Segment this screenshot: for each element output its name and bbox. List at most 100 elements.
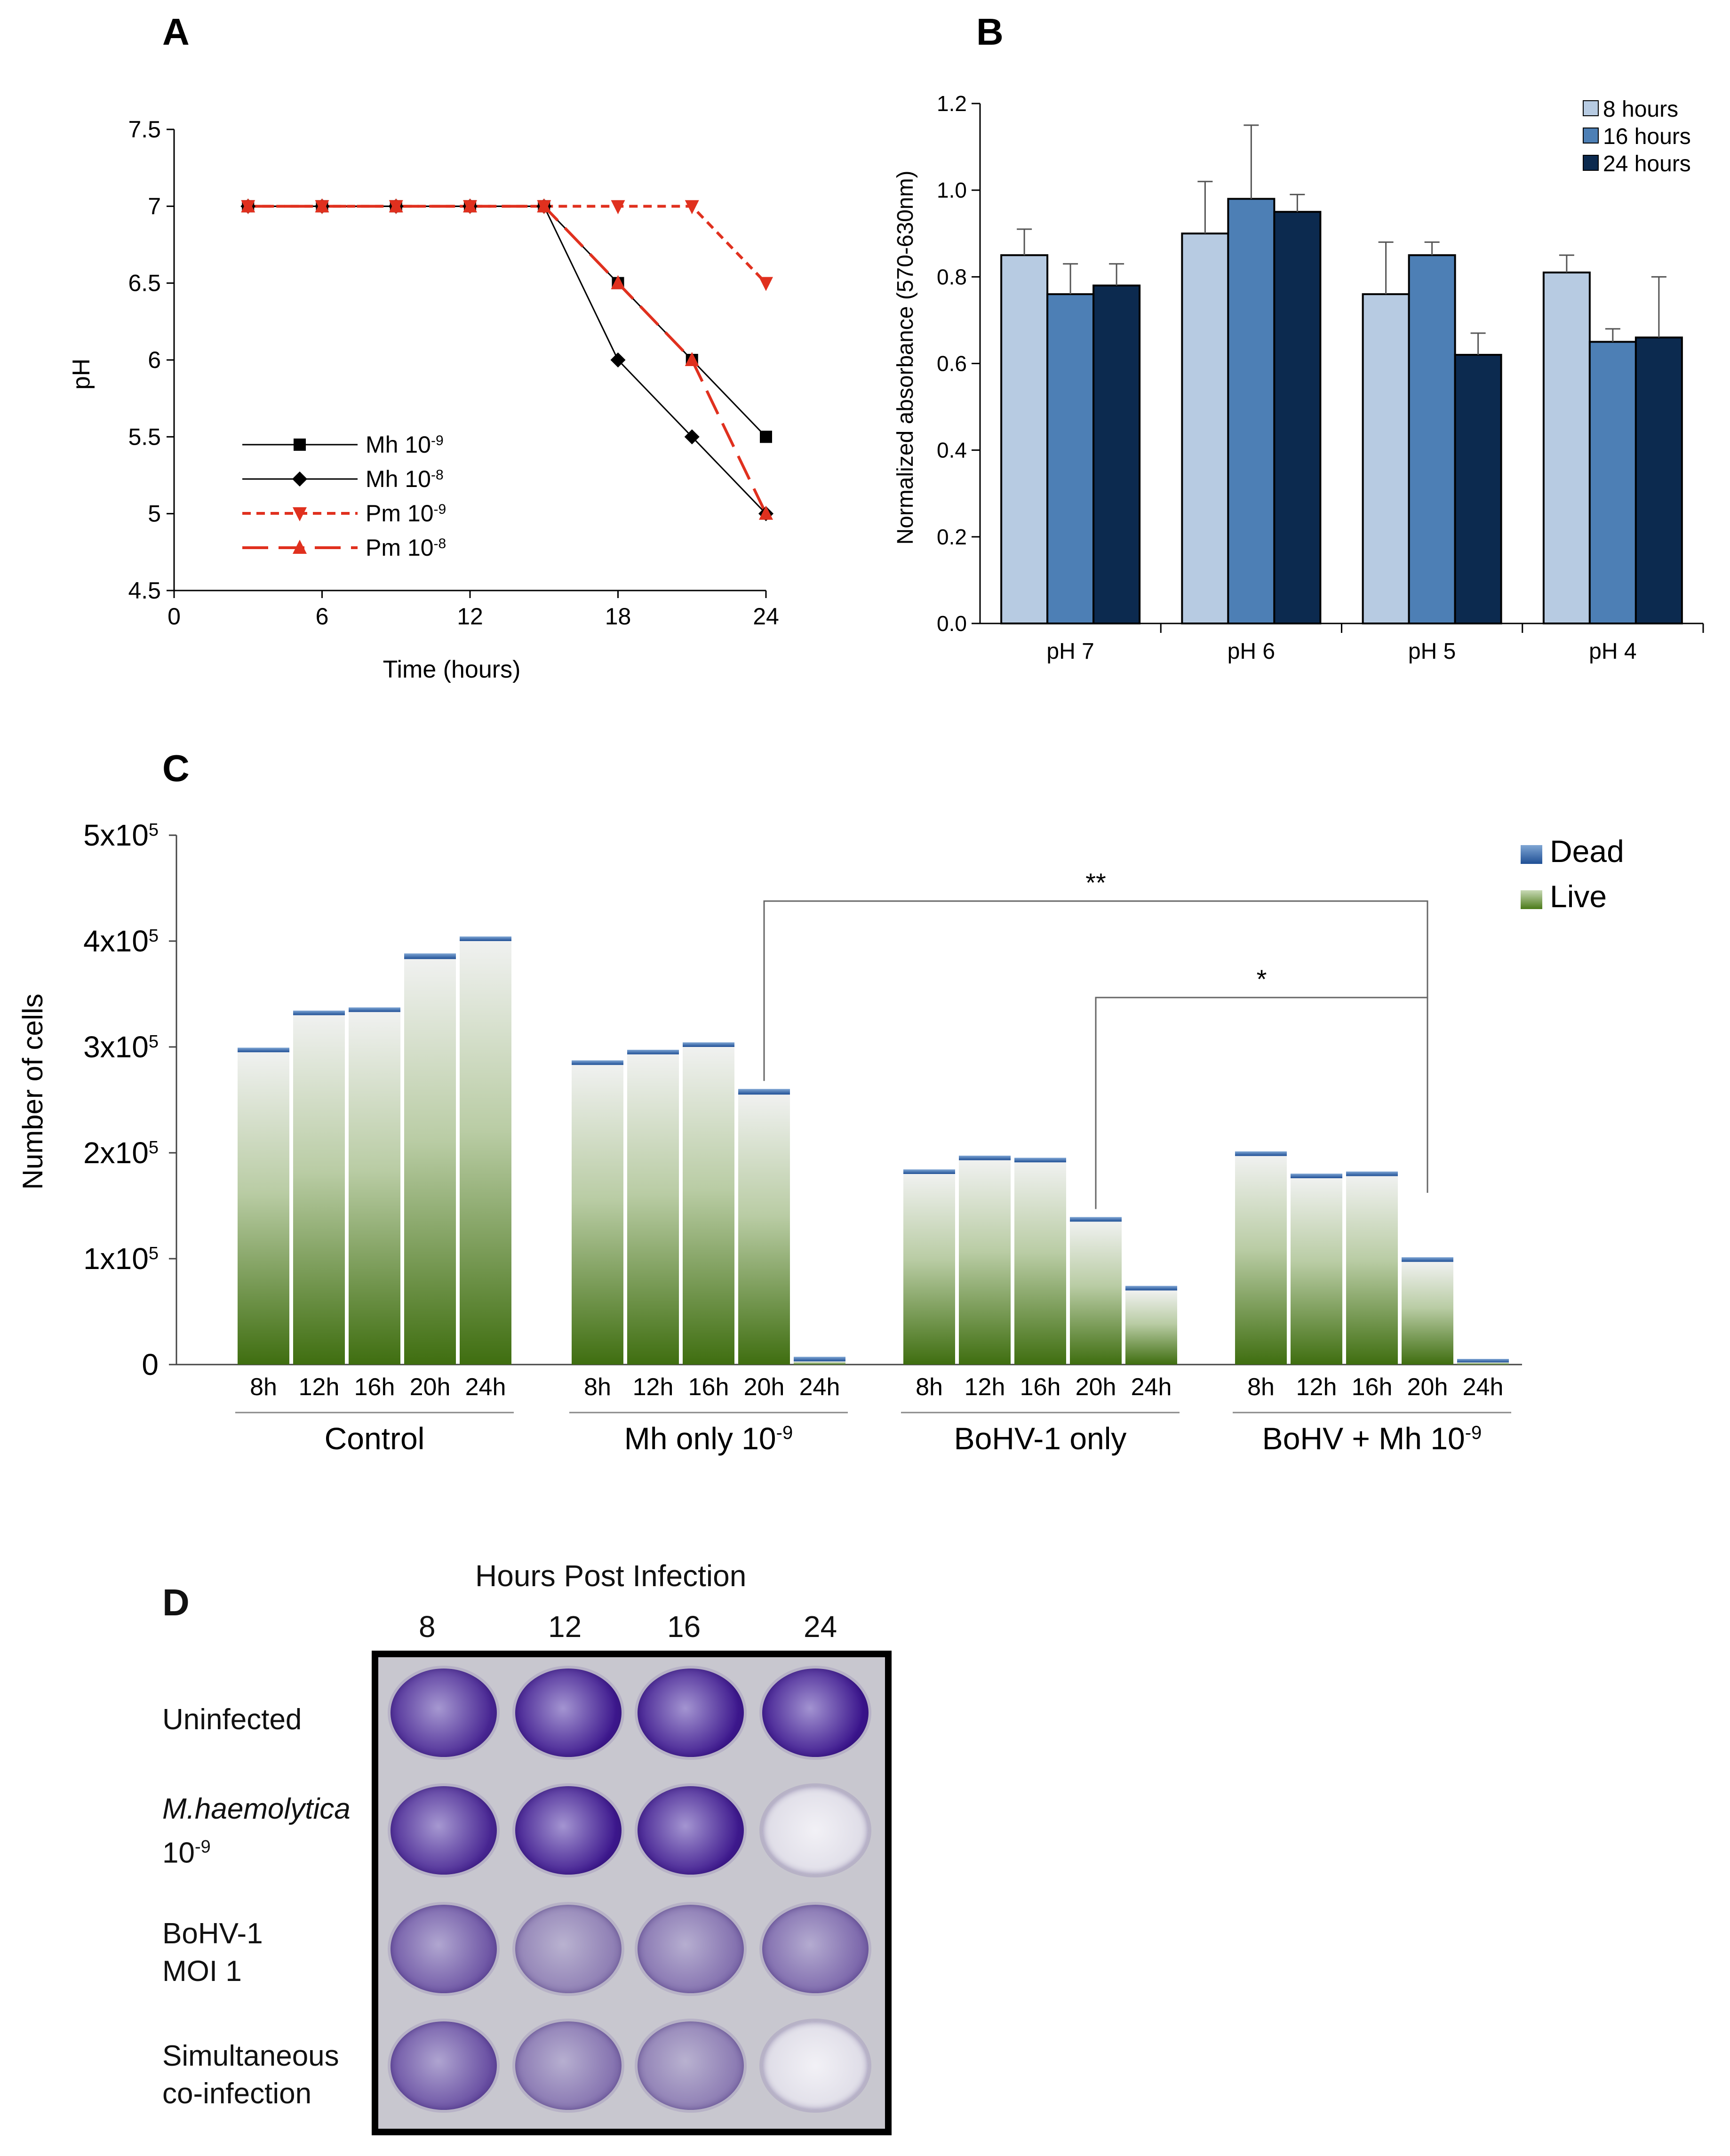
c-bar-live: [238, 1052, 289, 1365]
panel-a-xlabel: Time (hours): [383, 656, 521, 683]
panel-a-legend: Mh 10-9 Mh 10-8 Pm 10-9 Pm 10-8: [242, 431, 446, 561]
c-bar-dead: [738, 1089, 790, 1095]
panel-a-plot: [240, 198, 773, 521]
culture-well: [635, 1666, 747, 1760]
c-time-label: 16h: [1020, 1373, 1061, 1401]
c-bar-live: [1235, 1156, 1287, 1365]
b-bar: [1092, 284, 1141, 624]
a-legend-marker-0: [294, 439, 306, 451]
c-bar-live: [794, 1361, 845, 1365]
row-label: M.haemolytica: [162, 1793, 351, 1825]
a-y-tick-label: 7: [148, 193, 161, 219]
c-time-label: 24h: [1463, 1373, 1504, 1401]
c-bar-dead: [903, 1169, 955, 1174]
c-bar-dead: [460, 936, 511, 941]
c-bar-live: [1291, 1178, 1342, 1365]
panel-d: D Hours Post Infection 8 12 16 24 Uninfecte…: [0, 1534, 941, 2156]
c-bar-live: [903, 1174, 955, 1365]
culture-well: [635, 1902, 747, 1996]
panel-c-ylabel: Number of cells: [17, 994, 48, 1190]
culture-well: [388, 2019, 500, 2113]
a-y-tick-label: 5: [148, 501, 161, 527]
c-group-label: BoHV + Mh 10-9: [1262, 1421, 1482, 1456]
c-bar-dead: [959, 1156, 1011, 1160]
c-time-label: 12h: [965, 1373, 1005, 1401]
c-bar-dead: [627, 1050, 679, 1054]
a-y-tick-label: 6.5: [128, 270, 161, 296]
c-bar-dead: [238, 1047, 289, 1053]
row-label-line2: MOI 1: [162, 1955, 242, 1988]
c-bar-live: [627, 1054, 679, 1365]
panel-c-axes: 5x105 4x105 3x105 2x105 1x105 0: [83, 818, 1522, 1381]
c-bar-dead: [1070, 1217, 1122, 1222]
c-bar-live: [1125, 1290, 1177, 1365]
b-y-tick-label: 0.6: [937, 351, 967, 376]
b-y-tick-label: 0.2: [937, 525, 967, 549]
panel-b-plot: [1000, 124, 1683, 625]
c-bar-dead: [349, 1007, 400, 1012]
c-bar-dead: [572, 1060, 623, 1065]
c-time-label: 12h: [633, 1373, 674, 1401]
b-category-label: pH 4: [1589, 639, 1636, 664]
c-bar-live: [1014, 1162, 1066, 1365]
a-x-tick-label: 0: [167, 603, 181, 630]
b-bar: [1362, 293, 1410, 624]
c-bar-dead: [1235, 1151, 1287, 1156]
b-legend-swatch-1: [1583, 128, 1599, 144]
c-y-tick-label: 1x105: [83, 1242, 159, 1276]
c-time-label: 8h: [584, 1373, 611, 1401]
b-y-tick-label: 0.8: [937, 264, 967, 289]
b-bar: [1588, 341, 1637, 624]
c-legend-swatch-live: [1521, 890, 1542, 909]
a-point-s3: [611, 275, 625, 289]
a-y-tick-label: 4.5: [128, 577, 161, 604]
row-label: BoHV-1: [162, 1917, 263, 1950]
b-legend-label-0: 8 hours: [1603, 97, 1678, 122]
c-bar-dead: [1014, 1158, 1066, 1163]
a-legend-label-2: Pm 10-9: [366, 500, 446, 527]
c-bar-dead: [683, 1042, 734, 1047]
b-bar: [1000, 254, 1049, 624]
culture-well: [512, 2019, 624, 2113]
panel-c-plot: [238, 936, 1509, 1365]
b-y-tick-label: 1.0: [937, 178, 967, 202]
panel-b-chart: B 1.21.00.80.60.40.20.0pH 7 pH 6 pH 5 pH 4 …: [893, 11, 1704, 664]
c-group-label: BoHV-1 only: [954, 1421, 1127, 1456]
c-y-tick-label: 5x105: [83, 818, 159, 852]
culture-well: [759, 2019, 871, 2113]
panel-c-legend: Dead Live: [1521, 834, 1624, 914]
a-legend-marker-3: [293, 540, 307, 554]
c-time-label: 24h: [465, 1373, 506, 1401]
b-legend-label-2: 24 hours: [1603, 152, 1691, 176]
c-bar-live: [959, 1160, 1011, 1365]
panel-c-significance: ***: [763, 868, 1428, 1209]
a-legend-marker-2: [293, 507, 307, 521]
a-point-s2: [685, 200, 699, 215]
hour-label: 12: [548, 1610, 582, 1644]
row-label-line2: 10-9: [162, 1837, 211, 1869]
c-bar-live: [1346, 1176, 1398, 1365]
a-series-line-3: [248, 205, 767, 514]
a-point-s0: [760, 431, 772, 443]
c-bar-dead: [1125, 1286, 1177, 1291]
c-bar-live: [460, 941, 511, 1365]
c-time-label: 20h: [744, 1373, 785, 1401]
culture-well: [635, 1783, 747, 1877]
b-category-label: pH 6: [1228, 639, 1275, 664]
hour-label: 24: [804, 1610, 837, 1644]
panel-a-letter: A: [162, 11, 190, 53]
culture-well: [388, 1783, 500, 1877]
panel-c-letter: C: [162, 747, 190, 789]
culture-well: [512, 1666, 624, 1760]
row-label: Uninfected: [162, 1703, 302, 1736]
culture-well: [759, 1666, 871, 1760]
b-bar: [1046, 293, 1095, 624]
culture-well: [759, 1902, 871, 1996]
c-time-label: 8h: [916, 1373, 943, 1401]
c-bar-live: [1070, 1222, 1122, 1365]
a-point-s3: [759, 505, 773, 520]
panel-a-ylabel: pH: [68, 359, 95, 390]
culture-well: [388, 1666, 500, 1760]
b-legend-swatch-0: [1583, 100, 1599, 116]
